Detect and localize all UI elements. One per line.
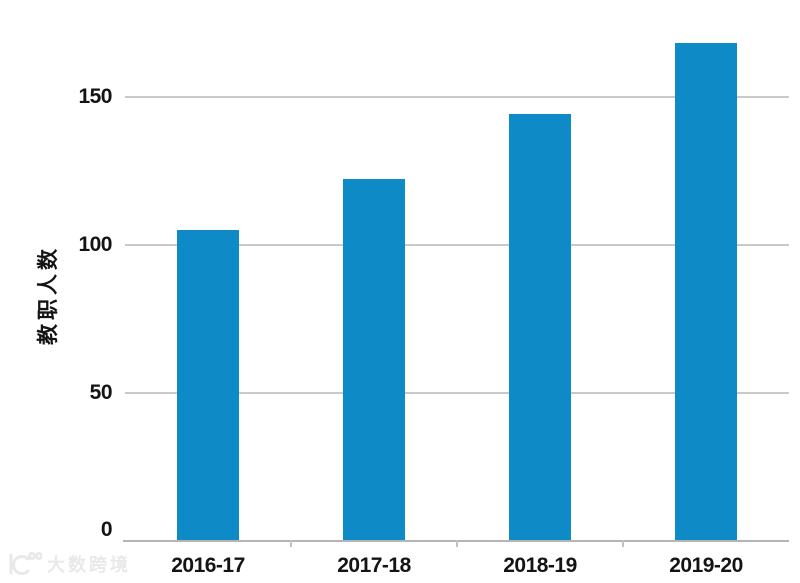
gridline — [125, 95, 789, 98]
watermark: 大数跨境 — [6, 550, 131, 577]
watermark-text: 大数跨境 — [47, 554, 131, 575]
bar — [509, 114, 571, 541]
y-tick-label: 100 — [78, 232, 112, 256]
y-tick-label: 50 — [89, 380, 113, 404]
x-tick-label: 2017-18 — [337, 554, 411, 577]
bar — [675, 43, 737, 541]
bar — [343, 179, 405, 541]
watermark-logo-icon — [9, 551, 42, 575]
y-tick-label: 0 — [100, 517, 113, 541]
gridline — [125, 243, 789, 246]
y-tick-label: 150 — [78, 84, 112, 108]
axis-tick — [456, 539, 458, 547]
axis-tick — [290, 539, 292, 547]
gridline — [125, 391, 789, 394]
x-tick-label: 2016-17 — [171, 554, 245, 577]
axis-tick — [622, 539, 624, 547]
bar — [177, 229, 239, 541]
x-tick-label: 2018-19 — [503, 554, 577, 577]
y-axis-title: 教职人数 — [37, 245, 60, 345]
x-tick-label: 2019-20 — [669, 554, 743, 577]
